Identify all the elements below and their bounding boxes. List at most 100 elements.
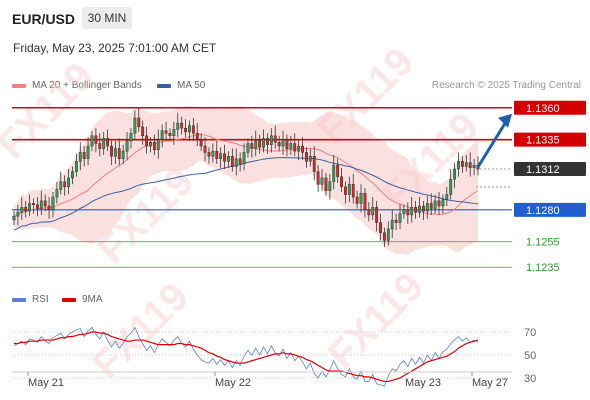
candle (305, 152, 308, 162)
candle (242, 152, 246, 165)
candle (32, 203, 35, 205)
candle (16, 212, 20, 217)
candle (188, 125, 191, 133)
candle (102, 138, 106, 149)
candle (340, 176, 343, 188)
candle (351, 184, 355, 198)
candle (441, 199, 445, 207)
forecast-arrow-head (498, 113, 512, 128)
legend-9ma-label: 9MA (82, 294, 103, 305)
candle (266, 138, 269, 145)
level-1-1312-tag (514, 162, 586, 176)
candle (320, 177, 324, 185)
candle (63, 181, 67, 188)
legend-rsi-label: RSI (32, 294, 49, 305)
candle (74, 161, 78, 172)
ma50-line (13, 157, 479, 231)
instrument-title: EUR/USD (12, 11, 76, 27)
candle (55, 189, 59, 198)
candle (281, 139, 285, 147)
candle (117, 148, 121, 159)
level-1-1335-label: 1.1335 (526, 135, 560, 147)
candle (168, 133, 172, 137)
candle (347, 184, 351, 195)
x-tick-label: May 21 (28, 377, 64, 389)
candle (297, 145, 301, 152)
legend-ma20-label: MA 20 + Bollinger Bands (32, 80, 142, 91)
chart-datetime: Friday, May 23, 2025 7:01:00 AM CET (13, 41, 217, 55)
candle (301, 145, 304, 153)
candle (133, 117, 137, 134)
rsi-level-label-50: 50 (524, 350, 536, 362)
candle (328, 181, 332, 191)
rsi-level-label-70: 70 (524, 327, 536, 339)
candle (273, 135, 277, 143)
timeframe-badge[interactable]: 30 MIN (82, 7, 132, 29)
candle (379, 222, 382, 233)
candle (367, 209, 371, 216)
chart-header: EUR/USD 30 MIN (0, 0, 590, 36)
candle (293, 143, 297, 152)
candle (464, 162, 468, 167)
candle (457, 161, 460, 170)
candle (47, 205, 51, 211)
candle (383, 232, 386, 241)
candle (211, 150, 215, 157)
candle (94, 135, 98, 144)
candle (269, 135, 273, 145)
candle (344, 186, 347, 195)
candle (324, 177, 328, 191)
legend-ma20-swatch (12, 83, 26, 88)
candle (254, 140, 258, 149)
rsi-panel: 70 50 30 (12, 326, 536, 387)
watermark-text: FX119 (319, 264, 432, 377)
candle (402, 209, 406, 214)
candle (24, 207, 28, 212)
level-1-1360-label: 1.1360 (526, 103, 560, 115)
candle (141, 126, 145, 137)
x-tick-label: May 22 (215, 377, 251, 389)
level-1-1360-tag (514, 100, 586, 115)
candle (223, 153, 226, 162)
candle (137, 117, 141, 128)
candle (371, 207, 375, 216)
candle (336, 164, 340, 177)
level-labels: 1.1360 1.1335 1.1312 1.1280 1.1255 1.1235 (514, 100, 586, 274)
candle (129, 133, 133, 142)
candle (437, 200, 441, 207)
candle (113, 148, 117, 157)
candle (449, 179, 453, 195)
candle (180, 122, 184, 129)
candle (203, 145, 207, 153)
candle (67, 177, 70, 188)
forecast-arrow-shaft (476, 120, 508, 168)
candle (191, 125, 195, 134)
candle (460, 161, 464, 167)
x-axis: May 21 May 22 May 23 May 27 (12, 371, 512, 389)
candle (359, 193, 363, 204)
legend-ma20: MA 20 + Bollinger Bands (12, 80, 142, 91)
candle (121, 150, 125, 159)
x-tick-label: May 27 (472, 377, 508, 389)
candle (156, 139, 160, 151)
candle (152, 142, 156, 151)
candle (398, 213, 402, 223)
candle (98, 143, 102, 149)
candle (160, 130, 164, 140)
candle (472, 164, 476, 168)
legend-ma50-label: MA 50 (177, 80, 206, 91)
legend-ma50-swatch (157, 83, 171, 88)
candle (106, 138, 109, 147)
candle (82, 152, 86, 159)
candle (145, 135, 148, 147)
rsi-line (13, 326, 479, 387)
bollinger-bands (14, 105, 478, 255)
forecast-arrow (476, 113, 512, 168)
candle (445, 194, 449, 200)
bollinger-band-fill (14, 105, 478, 255)
candle (78, 152, 82, 162)
rsi-level-label-30: 30 (524, 373, 536, 385)
legend-rsi-swatch (12, 297, 26, 302)
candle (12, 216, 16, 221)
